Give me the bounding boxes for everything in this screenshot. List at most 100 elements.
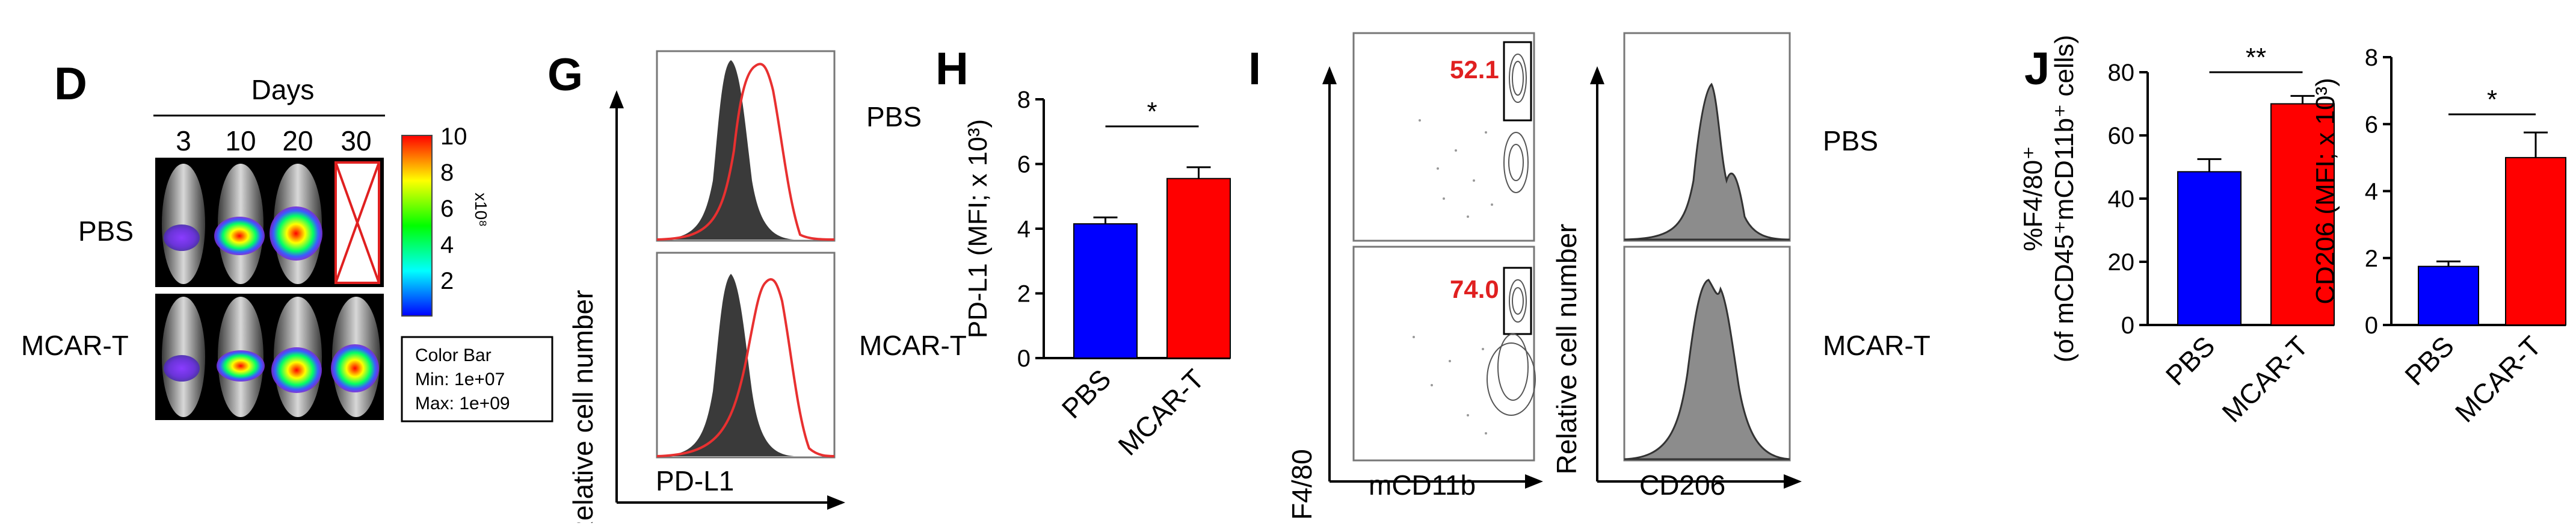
day-labels: 3 10 20 30 — [176, 125, 371, 156]
i-dot-box-pbs — [1352, 32, 1535, 242]
y-tick-label: 0 — [2365, 312, 2378, 339]
day-label: 10 — [225, 125, 256, 156]
mouse-image — [271, 297, 322, 417]
g-y-arrow — [609, 90, 624, 108]
x-tick-label: MCAR-T — [1112, 363, 1210, 461]
g-x-arrow — [827, 495, 845, 510]
g-x-label: PD-L1 — [656, 465, 734, 497]
i-dots-pbs — [1419, 119, 1493, 218]
colorbar-tick: 8 — [440, 159, 454, 186]
y-axis-label: %F4/80⁺(of mCD45⁺mCD11b⁺ cells) — [2018, 35, 2079, 362]
legend-line: Max: 1e+09 — [415, 394, 510, 413]
x-tick-label: PBS — [2399, 330, 2460, 391]
panel-letter-i: I — [1248, 43, 1261, 94]
mouse-image — [162, 164, 205, 284]
colorbar-legend-box — [401, 336, 553, 422]
y-tick-label: 6 — [2365, 111, 2378, 138]
significance-marker: ** — [2246, 43, 2266, 72]
bar — [2418, 265, 2479, 326]
row-label-pbs: PBS — [78, 215, 134, 247]
y-tick-label: 8 — [1017, 87, 1031, 113]
y-axis-label: CD206 (MFI; x 10³) — [2311, 78, 2340, 305]
legend-line: Min: 1e+07 — [415, 370, 505, 389]
i-dot-box-mcart — [1352, 246, 1535, 462]
i-gate-pbs — [1503, 41, 1532, 122]
panel-letter-j: J — [2024, 43, 2050, 94]
i-row-label-mcart: MCAR-T — [1823, 330, 1930, 361]
i-gate-mcart — [1503, 267, 1532, 335]
days-header: Days — [251, 74, 315, 105]
i-dot-x-label: mCD11b — [1369, 469, 1476, 501]
i-gate-value-mcart: 74.0 — [1450, 275, 1499, 303]
x-tick-label: PBS — [1056, 363, 1117, 424]
y-tick-label: 8 — [2365, 45, 2378, 71]
y-tick-label: 60 — [2108, 123, 2135, 149]
mouse-image — [217, 297, 265, 417]
mouse-image — [162, 297, 205, 417]
panel-letter-h: H — [935, 43, 969, 94]
legend-line: Color Bar — [415, 345, 491, 365]
g-hist-stain-pbs — [656, 63, 835, 241]
mouse-image-missing — [334, 161, 380, 284]
y-tick-label: 0 — [2121, 312, 2134, 339]
y-axis-label: PD-L1 (MFI; x 10³) — [963, 119, 993, 338]
g-hist-stain-mcart — [656, 278, 835, 457]
day-label: 3 — [176, 125, 191, 156]
y-tick-label: 4 — [1017, 216, 1031, 243]
g-row-label-pbs: PBS — [866, 101, 922, 132]
panel-d: D Days 3 10 20 30 PBS MCAR-T — [21, 58, 553, 422]
y-tick-label: 6 — [1017, 152, 1031, 178]
bar — [1073, 223, 1138, 359]
colorbar-ticks: 10 8 6 4 2 — [440, 123, 467, 294]
y-tick-label: 2 — [2365, 246, 2378, 272]
g-hist-isotype-pbs — [657, 60, 794, 240]
mouse-image — [214, 164, 265, 284]
x-tick-label: MCAR-T — [2216, 330, 2314, 428]
x-tick-label: MCAR-T — [2449, 330, 2547, 428]
i-gate-value-pbs: 52.1 — [1450, 55, 1499, 84]
bar — [2177, 171, 2242, 326]
g-hist-isotype-mcart — [657, 274, 794, 456]
panel-g: G Relative cell number PD-L1 PBS MCAR-T — [547, 49, 967, 526]
colorbar-tick: 6 — [440, 196, 454, 222]
i-contours-pbs — [1503, 54, 1529, 193]
day-label: 20 — [282, 125, 313, 156]
i-dot-y-arrow — [1322, 66, 1337, 84]
colorbar — [401, 135, 433, 317]
i-hist-x-arrow — [1784, 474, 1802, 489]
mouse-image — [331, 297, 380, 417]
significance-marker: * — [1147, 97, 1157, 126]
i-hist-pbs — [1624, 82, 1790, 241]
i-hist-x-label: CD206 — [1639, 469, 1725, 501]
x-tick-label: PBS — [2160, 330, 2221, 391]
i-dot-x-arrow — [1525, 474, 1543, 489]
y-tick-label: 0 — [1017, 345, 1031, 372]
y-tick-label: 40 — [2108, 186, 2135, 212]
bar — [1166, 178, 1231, 359]
colorbar-unit: x10⁸ — [472, 193, 490, 227]
significance-marker: * — [2487, 85, 2497, 114]
g-row-label-mcart: MCAR-T — [859, 330, 967, 361]
colorbar-tick: 2 — [440, 268, 454, 294]
y-tick-label: 80 — [2108, 60, 2135, 86]
panel-i: I F4/80 mCD11b 52.1 — [1248, 32, 1930, 520]
y-tick-label: 4 — [2365, 179, 2378, 205]
i-hist-mcart — [1624, 279, 1790, 460]
panel-letter-g: G — [547, 49, 583, 101]
g-y-label: Relative cell number — [567, 290, 599, 523]
y-tick-label: 20 — [2108, 249, 2135, 276]
day-label: 30 — [340, 125, 371, 156]
i-hist-y-label: Relative cell number — [1551, 224, 1582, 475]
i-contours-mcart — [1487, 279, 1536, 416]
i-hist-y-arrow — [1590, 66, 1604, 84]
y-tick-label: 2 — [1017, 281, 1031, 308]
i-dot-y-label: F4/80 — [1286, 449, 1317, 520]
mouse-image — [270, 164, 322, 284]
i-dots-mcart — [1413, 336, 1487, 435]
colorbar-tick: 4 — [440, 232, 454, 258]
